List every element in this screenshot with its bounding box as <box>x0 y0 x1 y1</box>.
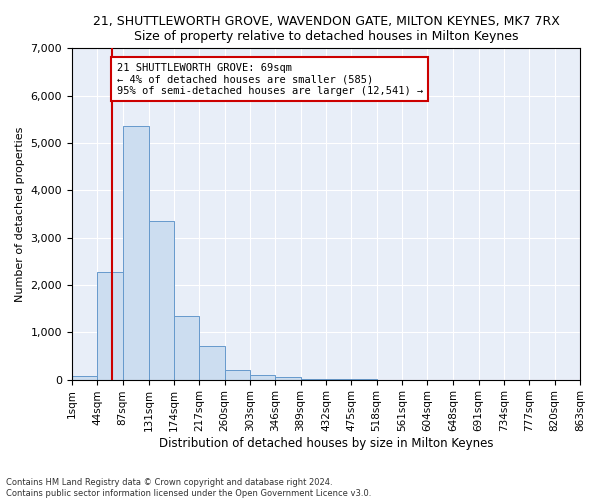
Bar <box>250 375 275 380</box>
Bar <box>97 272 122 380</box>
X-axis label: Distribution of detached houses by size in Milton Keynes: Distribution of detached houses by size … <box>159 437 493 450</box>
Bar <box>149 221 174 380</box>
Bar <box>174 316 199 380</box>
Text: 21 SHUTTLEWORTH GROVE: 69sqm
← 4% of detached houses are smaller (585)
95% of se: 21 SHUTTLEWORTH GROVE: 69sqm ← 4% of det… <box>117 62 423 96</box>
Bar <box>199 346 224 380</box>
Bar <box>301 378 326 380</box>
Title: 21, SHUTTLEWORTH GROVE, WAVENDON GATE, MILTON KEYNES, MK7 7RX
Size of property r: 21, SHUTTLEWORTH GROVE, WAVENDON GATE, M… <box>92 15 559 43</box>
Bar <box>72 376 97 380</box>
Y-axis label: Number of detached properties: Number of detached properties <box>15 126 25 302</box>
Bar <box>275 377 301 380</box>
Text: Contains HM Land Registry data © Crown copyright and database right 2024.
Contai: Contains HM Land Registry data © Crown c… <box>6 478 371 498</box>
Bar <box>122 126 149 380</box>
Bar <box>224 370 250 380</box>
